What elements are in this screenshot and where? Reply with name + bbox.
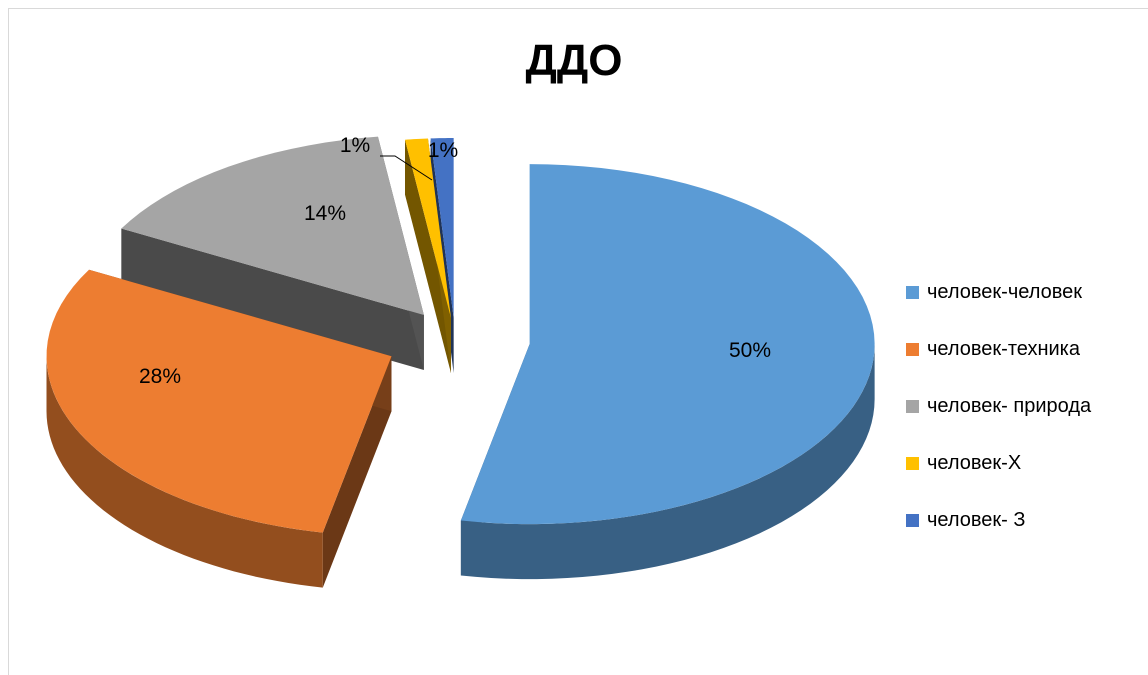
pie-slice [460, 164, 875, 580]
legend-label: человек-Х [927, 452, 1022, 474]
legend-item: человек-человек [906, 278, 1091, 307]
data-label: 1% [340, 134, 370, 157]
data-label: 1% [428, 139, 458, 162]
chart-frame [8, 8, 1148, 675]
pie-slice [405, 138, 451, 374]
legend-swatch [906, 343, 919, 356]
legend: человек-человек человек-техника человек-… [906, 278, 1091, 563]
chart-title: ДДО [525, 36, 623, 85]
legend-swatch [906, 514, 919, 527]
legend-item: человек-техника [906, 335, 1091, 364]
legend-swatch [906, 400, 919, 413]
legend-swatch [906, 457, 919, 470]
data-label: 14% [304, 202, 346, 225]
legend-label: человек-человек [927, 281, 1082, 303]
legend-item: человек- природа [906, 392, 1091, 421]
legend-label: человек-техника [927, 338, 1080, 360]
legend-swatch [906, 286, 919, 299]
legend-item: человек-Х [906, 449, 1091, 478]
pie-slice [46, 269, 392, 588]
pie-slice [121, 136, 424, 371]
data-label: 50% [729, 339, 771, 362]
legend-label: человек- природа [927, 395, 1092, 417]
leader-line [380, 155, 433, 181]
data-label: 28% [139, 365, 181, 388]
legend-label: человек- З [927, 509, 1026, 531]
legend-item: человек- З [906, 506, 1091, 535]
